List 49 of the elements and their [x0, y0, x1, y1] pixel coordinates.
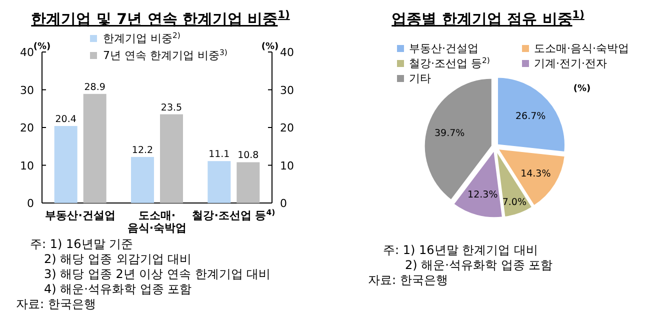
x-tick-label: 철강·조선업 등$^{4)}$ — [192, 208, 276, 222]
text: 주: 1) 16년말 기준 — [30, 237, 134, 251]
y2-tick-label: 10 — [280, 159, 294, 172]
text: (%) — [573, 84, 591, 94]
data-label: 12.3% — [468, 189, 498, 200]
text: 2) 해당 업종 외감기업 대비 — [44, 252, 192, 266]
y2-tick-label: 20 — [280, 122, 294, 134]
legend-label: 철강·조선업 등$^{2)}$ — [409, 56, 490, 70]
legend-label: 한계기업 비중$^{2)}$ — [103, 30, 180, 45]
y-tick-label: 40 — [20, 46, 34, 59]
data-label: 26.7% — [516, 111, 546, 122]
y2-tick-label: 30 — [280, 84, 294, 97]
text: 주: 1) 16년말 한계기업 대비 — [383, 243, 538, 257]
x-tick-label: 도소매· 음식·숙박업 — [127, 209, 187, 235]
bar — [208, 161, 231, 203]
text: 2) 해운·석유화학 업종 포함 — [405, 258, 553, 272]
data-label: 12.2 — [132, 144, 154, 156]
y2-tick-label: 40 — [280, 46, 294, 59]
text: 자료: 한국은행 — [16, 297, 96, 311]
legend-label: 도소매·음식·숙박업 — [534, 42, 629, 55]
bar — [83, 94, 106, 203]
legend-label: 기계·전기·전자 — [534, 57, 607, 70]
bar — [131, 156, 154, 203]
bar — [160, 114, 183, 203]
data-label: 14.3% — [520, 168, 551, 180]
data-label: 7.0% — [502, 197, 527, 208]
text: 3) 해당 업종 2년 이상 연속 한계기업 대비 — [44, 267, 271, 281]
y-tick-label: 0 — [27, 197, 34, 210]
data-label: 28.9 — [84, 82, 106, 93]
data-label: 10.8 — [238, 150, 259, 162]
data-label: 11.1 — [208, 149, 230, 160]
y-axis-title: (%) — [33, 42, 51, 52]
bar — [54, 126, 78, 203]
legend-label: 기타 — [409, 72, 431, 85]
data-label: 20.4 — [55, 114, 76, 125]
legend-label: 7년 연속 한계기업 비중$^{3)}$ — [103, 48, 228, 62]
y2-tick-label: 0 — [280, 197, 287, 210]
y-tick-label: 10 — [20, 159, 34, 172]
x-tick-label: 부동산·건설업 — [45, 209, 116, 222]
data-label: 39.7% — [434, 128, 465, 139]
data-label: 23.5 — [160, 102, 182, 114]
y-tick-label: 30 — [20, 84, 34, 97]
pie-slice — [496, 76, 566, 153]
legend-label: 부동산·건설업 — [409, 42, 478, 55]
y2-axis-title: (%) — [261, 42, 279, 52]
bar — [236, 162, 260, 203]
text: 자료: 한국은행 — [368, 273, 448, 287]
text: 4) 해운·석유화학 업종 포함 — [44, 282, 192, 296]
y-tick-label: 20 — [20, 122, 34, 134]
